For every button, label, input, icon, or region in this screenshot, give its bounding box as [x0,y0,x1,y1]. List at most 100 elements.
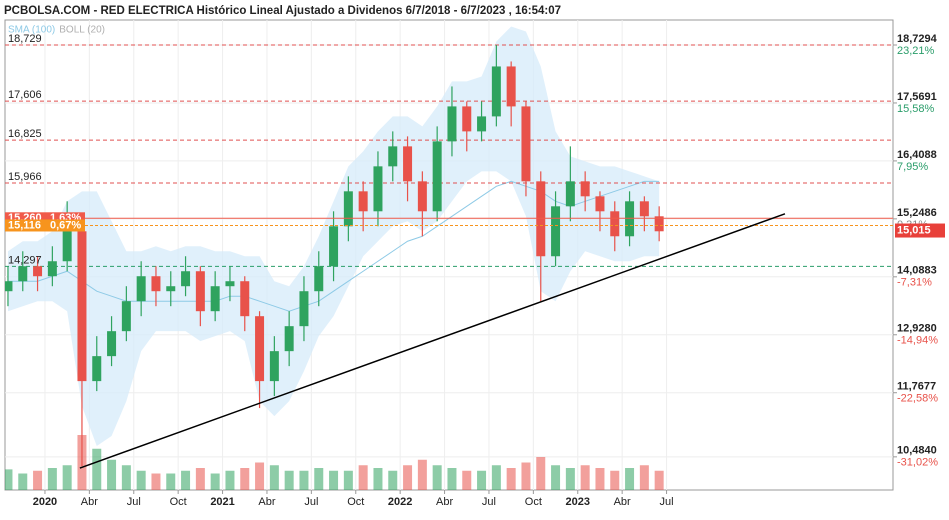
x-tick-label: 2022 [388,496,412,508]
volume-bar [18,473,28,490]
volume-bar [610,470,620,490]
volume-bar [269,465,279,490]
candle-body [432,141,442,212]
candle-body [77,231,87,382]
volume-bar [491,465,501,490]
y-tick-label: 11,7677 [897,381,936,393]
last-price-flag [895,223,945,238]
volume-bar [181,470,191,490]
candle-body [403,146,413,182]
y-tick-pct: 15,58% [897,103,935,115]
legend-entry: BOLL (20) [59,25,105,36]
trendline [79,213,786,469]
x-tick-label: Jul [482,496,496,508]
candle-body [417,181,427,212]
volume-bar [107,459,117,490]
volume-bar [314,468,324,490]
last-price-label: 15,015 [897,224,931,236]
y-tick-pct: -31,02% [897,457,938,469]
price-flag [5,219,85,232]
candle-body [551,206,561,257]
candle-body [210,286,220,312]
x-tick-label: Jul [304,496,318,508]
x-tick-label: Oct [347,496,364,508]
y-tick-pct: 23,21% [897,45,935,57]
candle-body [373,166,383,212]
x-tick-label: Abr [614,496,631,508]
volume-bar [151,473,161,490]
level-label: 18,729 [8,33,42,45]
candle-body [491,66,501,117]
candle-body [33,266,43,277]
x-tick-label: Oct [525,496,542,508]
volume-bar [210,473,220,490]
y-tick-pct: -22,58% [897,393,938,405]
volume-bar [625,468,635,490]
candle-body [595,196,605,212]
chart-title: PCBOLSA.COM - RED ELECTRICA Histórico Li… [4,5,561,17]
candle-body [47,261,57,277]
volume-bar [166,473,176,490]
volume-bar [343,470,353,490]
candle-body [62,231,72,262]
x-tick-label: Abr [81,496,98,508]
x-tick-label: Jul [660,496,674,508]
candle-body [639,201,649,217]
volume-bar [92,448,102,490]
volume-bar [62,465,72,490]
volume-bar [358,465,368,490]
y-tick-pct: -7,31% [897,277,932,289]
volume-bar [255,462,265,490]
volume-bar [329,470,339,490]
candle-body [477,116,487,132]
volume-bar [595,468,605,490]
volume-bar [536,457,546,490]
candle-body [447,106,457,142]
candle-body [269,351,279,382]
x-tick-label: 2021 [210,496,234,508]
candle-body [136,276,146,302]
legend-entry: SMA (100) [8,25,55,36]
candle-body [107,331,117,357]
candle-body [299,291,309,327]
volume-bar [299,470,309,490]
y-tick-label: 16,4088 [897,149,937,161]
candle-body [506,66,516,107]
volume-bar [5,469,13,490]
y-tick-label: 12,9280 [897,323,937,335]
volume-bar [551,465,561,490]
volume-bar [477,470,487,490]
volume-bar [403,465,413,490]
volume-bar [654,470,664,490]
x-tick-label: 2020 [33,496,57,508]
x-tick-label: 2023 [566,496,590,508]
level-label: 17,606 [8,89,42,101]
y-tick-label: 10,4840 [897,445,937,457]
volume-bar [417,459,427,490]
candle-body [255,316,265,382]
candle-body [314,266,324,292]
candle-body [654,216,664,232]
candle-body [565,181,575,207]
candle-body [225,281,235,287]
candle-body [151,276,161,292]
candle-body [121,301,131,332]
candle-body [195,271,205,312]
candle-body [181,271,191,287]
volume-bar [447,468,457,490]
y-tick-label: 14,0883 [897,265,937,277]
level-label: 15,966 [8,171,42,183]
volume-bar [47,468,57,490]
price-label: 15,116 [8,219,41,231]
volume-bar [506,468,516,490]
candle-body [18,266,28,282]
y-tick-label: 18,7294 [897,33,938,45]
y-tick-label: 15,2486 [897,207,937,219]
volume-bar [195,468,205,490]
candle-body [388,146,398,167]
volume-bar [565,468,575,490]
volume-bar [373,468,383,490]
volume-bar [33,470,43,490]
volume-bar [639,465,649,490]
